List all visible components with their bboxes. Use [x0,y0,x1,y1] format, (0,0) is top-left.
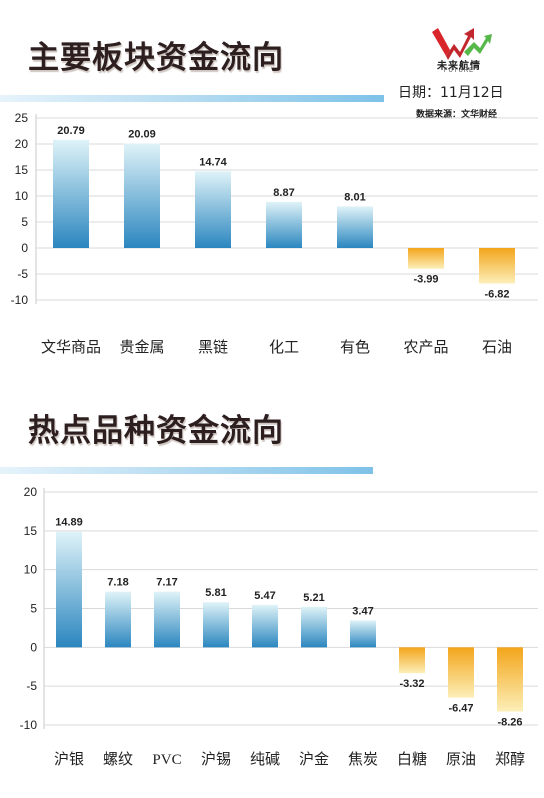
bar [105,591,131,648]
y-tick-label: 20 [24,485,38,499]
bar [252,604,278,648]
bar [124,143,160,248]
sector-fund-flow-chart: 25 20 15 10 5 0 -5 -10 20.79 文华商品 20.09 贵金属 14.74 黑链 8… [11,111,538,356]
future-logo-icon [432,28,492,60]
y-tick-label: 20 [15,137,29,151]
data-label: 5.21 [303,592,324,604]
chart-title-sectors: 主要板块资金流向 [28,40,284,76]
data-label: 5.47 [254,590,275,602]
data-label: -3.32 [399,678,424,690]
logo-name: 未来航情 [437,61,481,72]
x-category-label: 有色 [340,338,370,356]
data-label: 14.74 [199,156,227,168]
data-label: 14.89 [55,517,83,529]
logo-english-name: FUTURE [443,68,475,74]
x-category-label: 文华商品 [41,338,101,356]
y-tick-label: 15 [24,524,38,538]
x-category-label: 郑醇 [495,750,525,768]
y-tick-label: -5 [26,679,37,693]
x-category-label: 原油 [446,750,476,768]
bar [408,248,444,269]
x-category-label: 螺纹 [103,750,133,768]
x-category-label: 石油 [482,338,512,356]
x-category-label: 沪银 [54,750,84,768]
y-tick-label: 10 [15,189,29,203]
data-label: 8.87 [273,187,294,199]
bar [203,602,229,648]
y-tick-label: -5 [17,267,28,281]
data-label: -3.99 [413,274,438,286]
x-category-label: 农产品 [403,338,448,356]
bar [350,620,376,648]
x-category-label: 纯碱 [250,750,280,768]
data-label: 8.01 [344,191,365,203]
y-tick-label: -10 [11,293,29,307]
report-date: 日期：11月12日 [398,85,504,101]
data-label: 5.81 [205,587,226,599]
bar [497,647,523,712]
x-category-label: 化工 [269,338,299,356]
y-tick-label: 10 [24,563,38,577]
x-category-label: 白糖 [397,750,427,768]
variety-fund-flow-chart: 20 15 10 5 0 -5 -10 14.89 沪银 7.18 螺纹 7.17 PVC 5.81 沪锡 5… [20,485,538,768]
y-tick-label: -10 [20,718,38,732]
data-label: -6.82 [484,288,509,300]
bar [448,647,474,698]
data-label: 20.79 [57,125,85,137]
data-label: 7.18 [107,577,128,589]
y-tick-label: 5 [30,602,37,616]
y-tick-label: 25 [15,111,29,125]
data-label: -8.26 [497,716,522,728]
bar [195,171,231,248]
bar [301,606,327,648]
x-category-label: 沪锡 [201,750,231,768]
bar [56,531,82,648]
y-tick-label: 0 [30,640,37,654]
data-label: 20.09 [128,129,156,141]
x-category-label: 焦炭 [348,750,378,768]
data-label: 3.47 [352,605,373,617]
data-label: -6.47 [448,703,473,715]
x-category-label: 贵金属 [119,338,164,356]
bar [337,206,373,248]
bar [479,248,515,284]
title-underline-band [0,467,373,474]
bar [399,647,425,674]
y-tick-label: 5 [21,215,28,229]
title-underline-band [0,95,384,102]
y-tick-label: 15 [15,163,29,177]
bar [154,591,180,648]
data-label: 7.17 [156,577,177,589]
bar [266,201,302,248]
data-source: 数据来源：文华财经 [416,110,498,120]
x-category-label: 沪金 [299,750,329,768]
chart-title-hot-varieties: 热点品种资金流向 [28,413,284,449]
y-tick-label: 0 [21,241,28,255]
x-category-label: PVC [152,752,181,768]
bar [53,139,89,248]
x-category-label: 黑链 [198,338,228,356]
